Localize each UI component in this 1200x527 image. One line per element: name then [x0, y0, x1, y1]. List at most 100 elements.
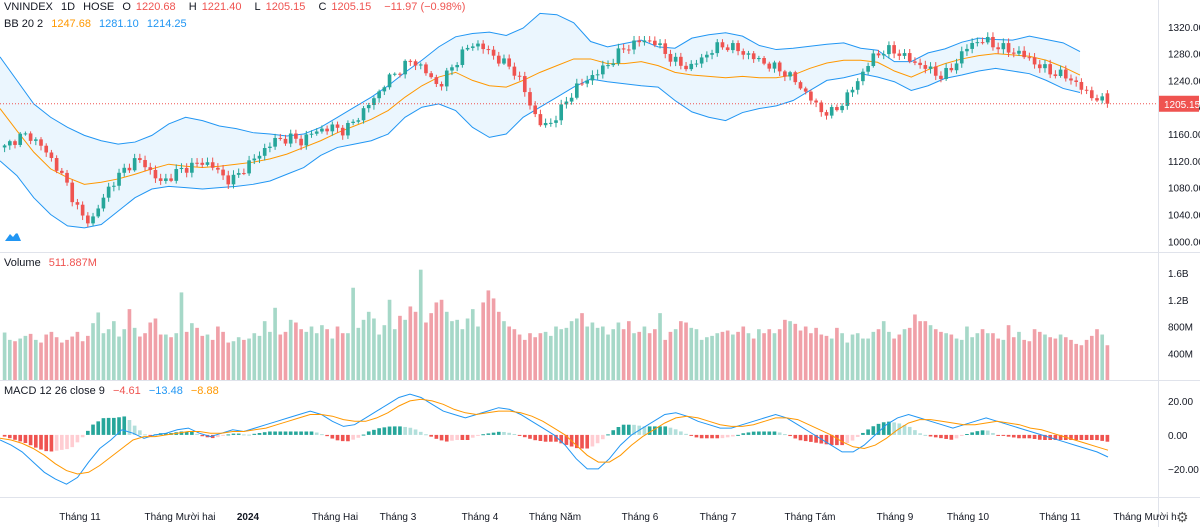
- candle: [866, 62, 870, 75]
- volume-bar: [824, 335, 829, 380]
- volume-bar: [538, 333, 543, 380]
- macd-histogram-bar: [1032, 434, 1037, 439]
- macd-histogram-bar: [970, 432, 974, 435]
- candle-body: [522, 76, 527, 93]
- time-axis-label: Tháng Mười h: [1113, 512, 1176, 523]
- candle-body: [216, 167, 220, 170]
- macd-histogram-bar: [965, 434, 969, 436]
- candle-body: [595, 74, 600, 76]
- macd-histogram-bar: [200, 434, 205, 437]
- volume-bar: [777, 329, 782, 380]
- bb-name: BB 20 2: [4, 18, 44, 30]
- macd-hist-value: −4.61: [112, 385, 141, 397]
- volume-bar: [574, 318, 579, 380]
- volume-bar: [1022, 339, 1026, 380]
- candle-body: [221, 169, 225, 176]
- candle: [346, 120, 350, 139]
- candle: [590, 70, 595, 85]
- candle-body: [632, 40, 636, 50]
- candle-body: [106, 186, 111, 198]
- macd-histogram-bar: [2, 434, 7, 437]
- candle: [299, 135, 303, 151]
- volume-bar: [845, 342, 850, 380]
- macd-legend[interactable]: MACD 12 26 close 9 −4.61 −13.48 −8.88: [4, 385, 224, 397]
- volume-bar: [642, 326, 647, 380]
- macd-histogram-bar: [855, 434, 860, 437]
- macd-histogram-bar: [788, 434, 792, 437]
- candle-body: [616, 48, 621, 64]
- candle-body: [897, 53, 902, 56]
- candle: [632, 35, 636, 55]
- interval[interactable]: 1D: [60, 1, 76, 13]
- candle: [845, 89, 850, 110]
- volume-bar: [91, 323, 95, 380]
- volume-bar: [923, 321, 928, 380]
- candle-body: [1084, 89, 1089, 91]
- candle-body: [377, 91, 381, 99]
- candle-body: [44, 145, 49, 153]
- candle: [814, 98, 818, 108]
- macd-histogram-bar: [429, 434, 433, 437]
- gear-icon[interactable]: ⚙: [1176, 509, 1189, 525]
- candle: [627, 44, 631, 54]
- macd-histogram-bar: [892, 422, 896, 435]
- candle: [101, 193, 106, 212]
- macd-histogram-bar: [60, 434, 64, 450]
- candle: [819, 100, 824, 117]
- bb-legend[interactable]: BB 20 2 1247.68 1281.10 1214.25: [4, 18, 192, 30]
- macd-histogram-bar: [439, 434, 444, 441]
- candle: [824, 109, 829, 120]
- macd-histogram-bar: [216, 434, 220, 438]
- macd-histogram-bar: [762, 431, 766, 435]
- candle: [1058, 65, 1063, 78]
- volume-bar: [138, 336, 142, 380]
- time-axis-label: Tháng Hai: [312, 512, 358, 523]
- macd-histogram-bar: [424, 434, 428, 436]
- candle-body: [507, 58, 512, 67]
- candle: [939, 71, 943, 83]
- macd-histogram-bar: [679, 431, 683, 435]
- candle: [861, 68, 865, 86]
- volume-bar: [1048, 337, 1052, 380]
- candle: [91, 212, 95, 226]
- volume-bar: [668, 331, 673, 380]
- candle: [970, 38, 974, 54]
- bb-upper-value: 1281.10: [99, 18, 139, 30]
- macd-histogram-bar: [689, 434, 694, 436]
- time-axis-label: Tháng Mười hai: [144, 512, 215, 523]
- candle-body: [481, 43, 485, 50]
- candle-body: [314, 131, 319, 134]
- macd-histogram-bar: [710, 434, 714, 439]
- volume-bar: [86, 335, 90, 380]
- volume-bar: [600, 326, 605, 380]
- macd-histogram-bar: [117, 417, 121, 435]
- macd-histogram-bar: [138, 430, 142, 435]
- candle: [913, 57, 917, 66]
- volume-legend[interactable]: Volume 511.887M: [4, 257, 102, 269]
- candle: [330, 121, 335, 136]
- volume-bar: [398, 315, 402, 380]
- volume-bar: [7, 339, 12, 380]
- candle: [236, 168, 241, 178]
- volume-bar: [216, 326, 220, 380]
- volume-bar: [715, 333, 720, 380]
- candle: [169, 173, 173, 183]
- volume-bar: [632, 333, 636, 380]
- macd-histogram-bar: [299, 431, 303, 435]
- candle: [1032, 53, 1037, 69]
- tradingview-logo-icon[interactable]: [4, 229, 22, 243]
- volume-bar: [23, 335, 28, 380]
- time-axis-label: Tháng Năm: [529, 512, 581, 523]
- candle-body: [762, 58, 766, 64]
- candle-body: [330, 124, 335, 132]
- macd-histogram-bar: [382, 427, 387, 435]
- volume-bar: [897, 334, 902, 380]
- candle-body: [533, 105, 538, 115]
- volume-bar: [679, 321, 683, 380]
- time-axis-label: Tháng 3: [380, 512, 417, 523]
- macd-histogram-bar: [866, 429, 870, 435]
- macd-histogram-bar: [309, 431, 314, 435]
- symbol-name[interactable]: VNINDEX: [4, 1, 53, 13]
- candle: [288, 129, 293, 148]
